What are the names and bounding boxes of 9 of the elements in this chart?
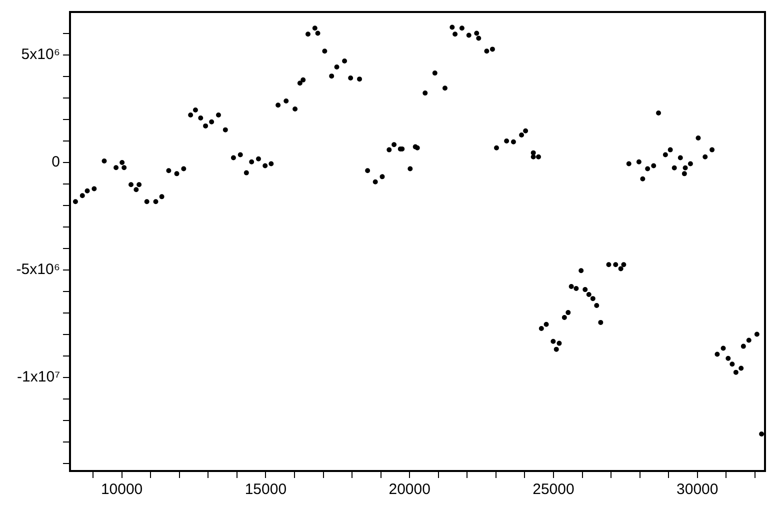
y-tick-label: 0 (52, 154, 60, 171)
x-tick-label: 15000 (244, 481, 287, 498)
x-tick-label: 10000 (100, 481, 143, 498)
x-tick-label: 25000 (532, 481, 574, 498)
y-tick-label: 5x10⁶ (21, 46, 60, 64)
x-tick-label: 30000 (676, 481, 718, 498)
y-tick-label: -5x10⁶ (16, 261, 60, 278)
y-tick-label: -1x10⁷ (17, 368, 60, 386)
x-tick-label: 20000 (388, 481, 430, 498)
